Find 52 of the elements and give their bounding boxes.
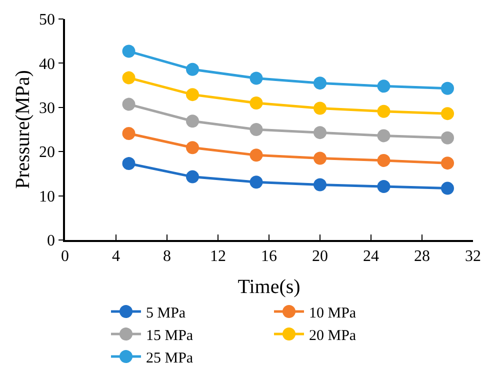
- y-tick-label: 40: [39, 56, 56, 73]
- point: [250, 96, 263, 110]
- point: [441, 131, 454, 144]
- legend-label: 5 MPa: [146, 305, 186, 322]
- point: [122, 126, 136, 140]
- point: [441, 156, 454, 170]
- x-tick-label: 24: [363, 248, 379, 265]
- point: [186, 88, 199, 102]
- x-tick-label: 28: [414, 248, 430, 265]
- point: [314, 126, 326, 140]
- y-tick-label: 10: [39, 188, 56, 206]
- point: [250, 123, 263, 136]
- point: [250, 176, 263, 189]
- x-tick-label: 4: [112, 248, 120, 265]
- point: [377, 104, 390, 118]
- point: [314, 102, 326, 115]
- point: [122, 98, 136, 111]
- y-tick-label: 20: [39, 144, 56, 162]
- x-tick-label: 16: [261, 248, 277, 265]
- x-tick-label: 12: [210, 248, 226, 265]
- point: [441, 182, 454, 195]
- point: [250, 148, 263, 162]
- point: [186, 114, 199, 128]
- point: [377, 180, 390, 194]
- point: [122, 71, 136, 84]
- point: [377, 129, 390, 142]
- point: [377, 154, 390, 167]
- x-tick-label: 8: [163, 248, 171, 265]
- point: [441, 82, 454, 95]
- point: [186, 141, 199, 154]
- x-tick-label: 32: [465, 248, 481, 265]
- y-tick-label: 30: [39, 100, 56, 117]
- point: [314, 76, 326, 90]
- x-tick-label: 20: [312, 248, 328, 265]
- y-tick-label: 0: [47, 232, 56, 250]
- y-tick-label: 50: [39, 12, 56, 29]
- x-axis-title: Time(s): [238, 276, 300, 298]
- point: [377, 80, 390, 93]
- point: [122, 157, 136, 170]
- x-tick-label: 0: [61, 248, 69, 265]
- legend-label: 20 MPa: [309, 328, 356, 344]
- point: [122, 44, 136, 58]
- point: [186, 170, 199, 184]
- point: [250, 72, 263, 85]
- point: [314, 152, 326, 165]
- y-axis-title: Pressure(MPa): [12, 70, 34, 189]
- legend-label: 10 MPa: [309, 305, 356, 322]
- point: [314, 178, 326, 192]
- legend-label: 25 MPa: [146, 350, 194, 366]
- legend-label: 15 MPa: [146, 328, 194, 344]
- point: [441, 107, 454, 120]
- point: [186, 62, 199, 76]
